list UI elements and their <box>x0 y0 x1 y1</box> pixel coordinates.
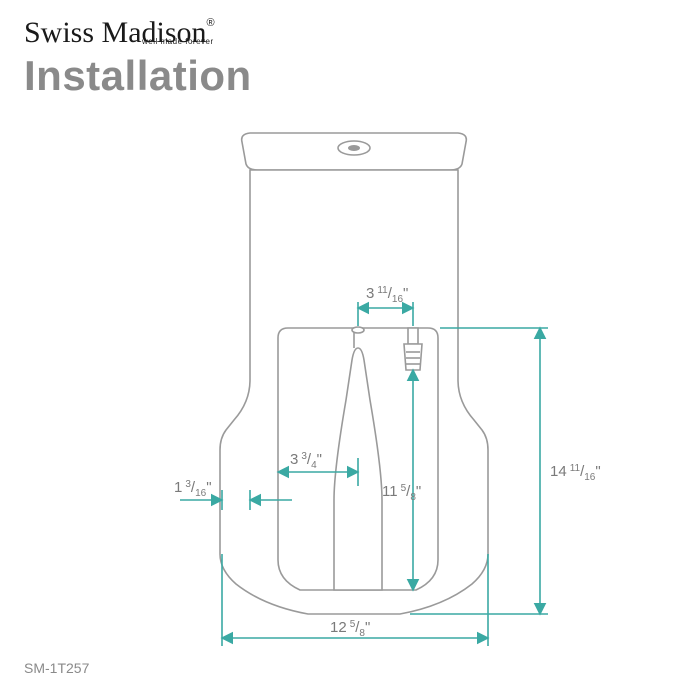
page: Swiss Madison® well made forever Install… <box>0 0 700 700</box>
brand-logo: Swiss Madison® well made forever <box>24 18 676 48</box>
installation-diagram: 311/16" 33/4" 115/8" 13/16" 1411/16 <box>0 130 700 650</box>
svg-text:1411/16": 1411/16" <box>550 463 601 483</box>
page-title: Installation <box>24 52 676 100</box>
svg-text:125/8": 125/8" <box>330 619 370 639</box>
sku-label: SM-1T257 <box>24 660 89 676</box>
toilet-outline <box>220 133 488 614</box>
registered-mark: ® <box>207 17 215 29</box>
brand-tagline: well made forever <box>142 38 214 46</box>
svg-text:13/16": 13/16" <box>174 479 212 499</box>
